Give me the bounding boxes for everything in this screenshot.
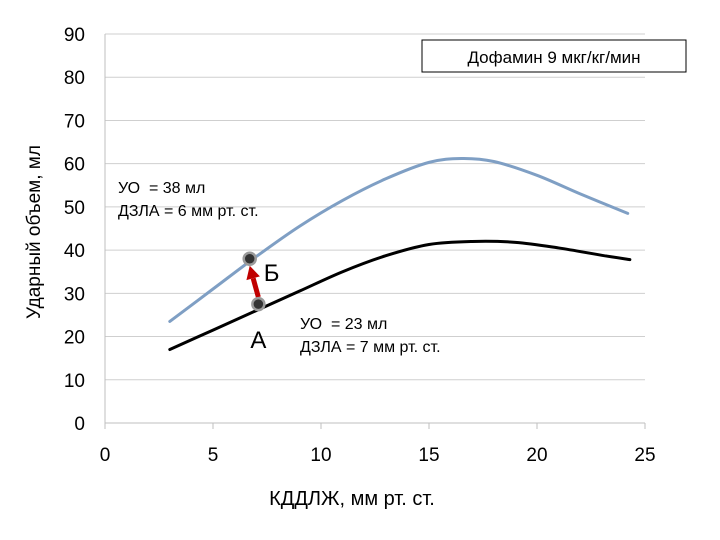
x-tick-label-25: 25 <box>634 445 655 466</box>
legend-box <box>421 39 687 73</box>
y-tick-label-70: 70 <box>64 111 85 132</box>
y-tick-labels: 0 10 20 30 40 50 60 70 80 90 <box>64 25 85 435</box>
x-axis-title: КДДЛЖ, мм рт. ст. <box>269 488 435 510</box>
transition-arrow <box>246 265 261 298</box>
y-axis-title: Ударный объем, мл <box>24 145 45 319</box>
legend-text: Дофамин 9 мкг/кг/мин <box>467 48 640 67</box>
y-tick-label-60: 60 <box>64 155 85 176</box>
x-tick-label-20: 20 <box>526 445 547 466</box>
upper-annotation-line2: ДЗЛА = 6 мм рт. ст. <box>118 203 259 220</box>
x-tick-label-10: 10 <box>310 445 331 466</box>
y-tick-label-20: 20 <box>64 328 85 349</box>
x-tick-label-15: 15 <box>418 445 439 466</box>
axes <box>104 34 646 429</box>
y-tick-label-10: 10 <box>64 371 85 392</box>
point-1 <box>242 251 257 267</box>
upper-annotation-line1: УО = 38 мл <box>118 180 205 197</box>
x-tick-label-5: 5 <box>208 445 219 466</box>
point-label-2: А <box>250 327 266 354</box>
arrow-shaft <box>250 277 261 298</box>
point-2 <box>251 296 266 312</box>
point-label-1: Б <box>264 260 280 287</box>
y-tick-label-90: 90 <box>64 25 85 46</box>
arrow-head <box>246 265 260 281</box>
x-tick-label-0: 0 <box>100 445 111 466</box>
y-tick-label-80: 80 <box>64 68 85 89</box>
lower-annotation-line1: УО = 23 мл <box>300 316 387 333</box>
y-tick-label-30: 30 <box>64 284 85 305</box>
y-tick-label-0: 0 <box>74 414 85 435</box>
gridlines <box>105 33 645 381</box>
lower-annotation-line2: ДЗЛА = 7 мм рт. ст. <box>300 339 441 356</box>
y-tick-label-50: 50 <box>64 198 85 219</box>
series-line-2 <box>168 239 632 352</box>
y-tick-label-40: 40 <box>64 241 85 262</box>
x-tick-labels: 0 5 10 15 20 25 <box>100 445 656 466</box>
data-points: БА <box>242 251 280 354</box>
